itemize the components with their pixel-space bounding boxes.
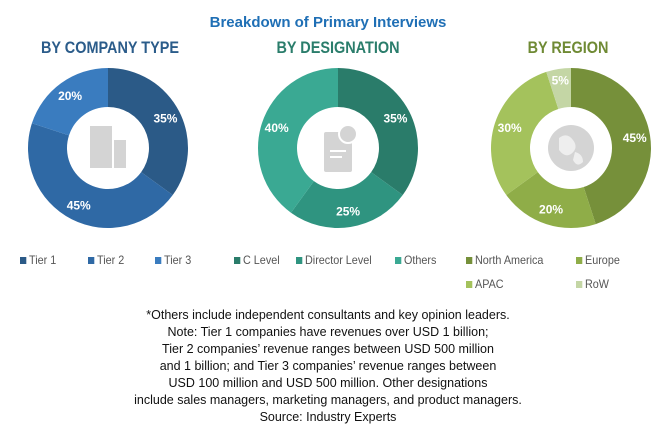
legend-label: C Level	[243, 253, 280, 267]
legend-item: Others	[395, 253, 436, 267]
legend-swatch	[395, 256, 402, 264]
legend-label: North America	[475, 253, 544, 267]
note-line: Tier 2 companies’ revenue ranges between…	[162, 342, 494, 356]
legend-item: Tier 3	[155, 253, 191, 267]
donut-charts: 35% 45% 20% 35% 25% 40% 45% 20% 30% 5%	[27, 68, 652, 229]
slice-tier-2	[27, 123, 173, 229]
slice-director-level	[290, 172, 403, 229]
slice-north-america	[571, 68, 652, 225]
legend-label: Others	[404, 253, 437, 267]
legend-label: Tier 2	[97, 253, 125, 267]
chart-title: Breakdown of Primary Interviews	[209, 14, 447, 31]
note-line: include sales managers, marketing manage…	[134, 393, 522, 407]
slice-tier-3	[31, 68, 108, 136]
legend-swatch	[88, 256, 95, 264]
note-line: and 1 billion; and Tier 3 companies’ rev…	[159, 359, 497, 373]
legend-label: Tier 1	[29, 253, 57, 267]
legend-item: North America	[466, 253, 543, 267]
legend-item: APAC	[466, 277, 504, 291]
slice-c-level	[338, 68, 419, 196]
slice-row	[546, 68, 571, 110]
globe-icon	[548, 125, 594, 171]
building-icon	[90, 126, 126, 168]
legend-swatch	[234, 256, 241, 264]
designation-title: BY DESIGNATION	[276, 38, 400, 57]
legend-swatch	[576, 280, 583, 288]
data-label: 45%	[623, 131, 647, 145]
legend-swatch	[155, 256, 162, 264]
note-line: Note: Tier 1 companies have revenues ove…	[167, 325, 489, 339]
company-type-title: BY COMPANY TYPE	[40, 38, 180, 57]
data-label: 35%	[383, 112, 407, 126]
document-icon	[324, 124, 358, 172]
legend-item: Europe	[576, 253, 620, 267]
legend-label: RoW	[585, 277, 610, 291]
slice-apac	[491, 71, 559, 196]
data-label: 25%	[336, 205, 360, 219]
data-label: 45%	[67, 198, 91, 212]
legend-swatch	[20, 256, 27, 264]
slice-others	[258, 68, 338, 213]
data-label: 20%	[58, 89, 82, 103]
legend-label: Director Level	[305, 253, 372, 267]
legend-label: Tier 3	[164, 253, 192, 267]
legend-swatch	[576, 256, 583, 264]
slice-europe	[506, 172, 596, 228]
note-line: USD 100 million and USD 500 million. Oth…	[168, 376, 488, 390]
slice-tier-1	[108, 68, 189, 196]
data-label: 40%	[265, 121, 289, 135]
data-label: 30%	[498, 121, 522, 135]
legend-item: C Level	[234, 253, 280, 267]
legend-label: APAC	[475, 277, 504, 291]
legend-item: Tier 1	[20, 253, 56, 267]
legend-swatch	[466, 280, 473, 288]
legend-swatch	[466, 256, 473, 264]
legend-item: Tier 2	[88, 253, 124, 267]
data-label: 35%	[153, 112, 177, 126]
legend-label: Europe	[585, 253, 620, 267]
note-line: Source: Industry Experts	[259, 410, 397, 424]
footnote: *Others include independent consultants …	[0, 307, 656, 426]
legend-swatch	[296, 256, 303, 264]
legend-item: Director Level	[296, 253, 372, 267]
legend-item: RoW	[576, 277, 609, 291]
data-label: 5%	[552, 73, 570, 87]
note-line: *Others include independent consultants …	[146, 308, 510, 322]
data-label: 20%	[539, 202, 563, 216]
region-title: BY REGION	[527, 38, 609, 57]
